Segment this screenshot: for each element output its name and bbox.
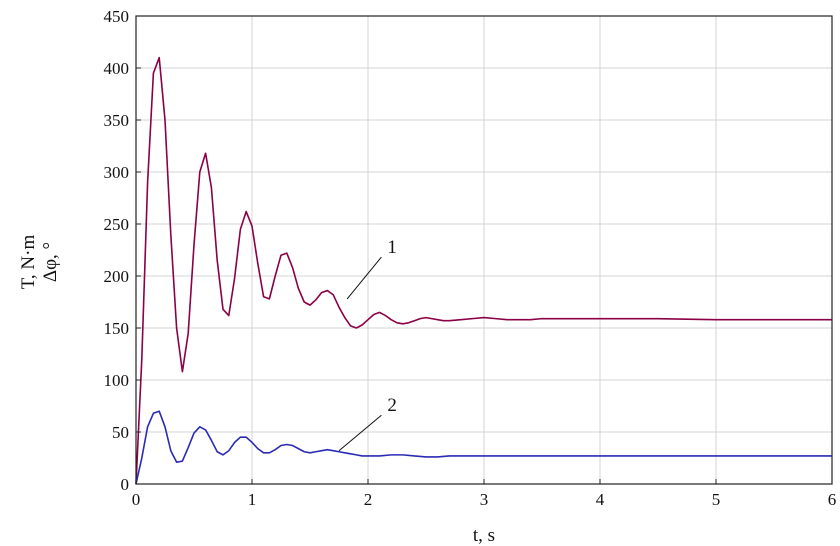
x-tick-label: 6: [828, 490, 837, 509]
y-tick-label: 150: [104, 319, 130, 338]
y-tick-label: 200: [104, 267, 130, 286]
x-tick-label: 3: [480, 490, 489, 509]
y-tick-label: 0: [121, 475, 130, 494]
annotation-leader-2: [338, 414, 382, 452]
grid: [135, 15, 833, 485]
x-tick-label: 0: [132, 490, 141, 509]
annotation-label-2: 2: [387, 395, 397, 416]
y-tick-label: 50: [112, 423, 129, 442]
y-tick-label: 250: [104, 215, 130, 234]
y-tick-label: 300: [104, 163, 130, 182]
series-line-1: [135, 56, 832, 485]
y-tick-label: 100: [104, 371, 130, 390]
x-tick-label: 2: [364, 490, 373, 509]
y-axis-label-line-1: T, N·m: [18, 235, 39, 290]
y-axis-ticks: 0 50 100 150 200 250 300 350 400 450: [104, 7, 141, 494]
y-tick-label: 400: [104, 59, 130, 78]
y-axis-label: T, N·m Δφ, °: [18, 235, 61, 290]
y-axis-label-line-2: Δφ, °: [40, 242, 61, 282]
x-tick-label: 1: [248, 490, 257, 509]
annotation-leader-1: [346, 256, 382, 300]
y-tick-label: 350: [104, 111, 130, 130]
x-axis-ticks: 0 1 2 3 4 5 6: [132, 479, 837, 509]
x-tick-label: 4: [596, 490, 605, 509]
annotations: 12: [338, 237, 397, 452]
annotation-label-1: 1: [387, 237, 397, 258]
series-layer: [135, 56, 832, 485]
series-line-2: [135, 410, 832, 485]
x-tick-label: 5: [712, 490, 721, 509]
y-tick-label: 450: [104, 7, 130, 26]
x-axis-label: t, s: [473, 525, 495, 546]
